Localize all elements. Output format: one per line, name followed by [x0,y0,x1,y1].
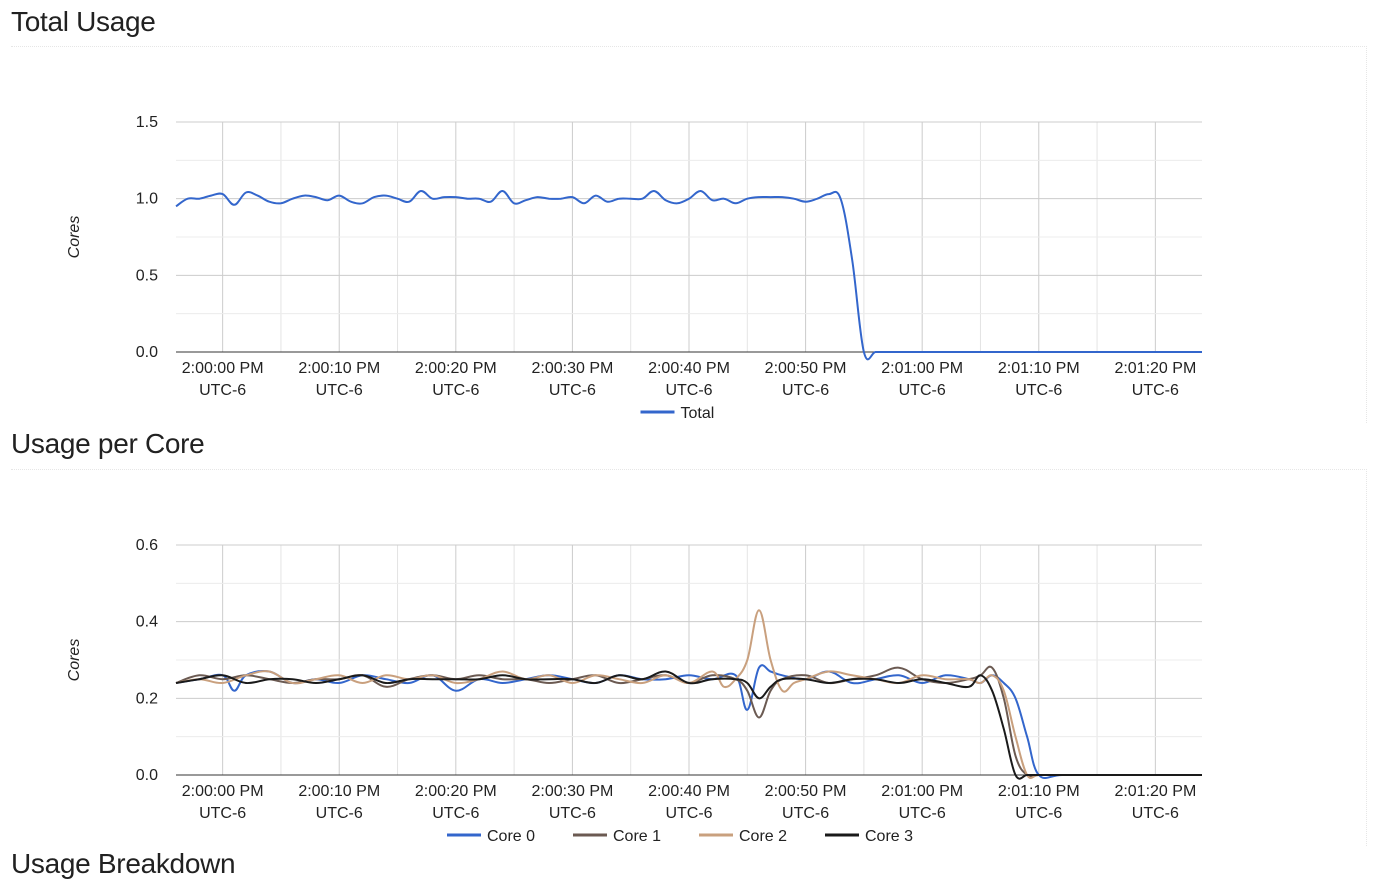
x-tick-sublabel: UTC-6 [1132,805,1179,822]
x-tick-sublabel: UTC-6 [665,805,712,822]
x-tick-label: 2:00:30 PM [531,783,613,800]
x-tick-sublabel: UTC-6 [316,805,363,822]
total-usage-chart: 0.0 0.5 1.0 1.5 Cores 2:00:00 PM UTC-6 2:00:10 … [11,46,1367,423]
legend-label: Core 3 [865,828,913,845]
x-tick-sublabel: UTC-6 [549,805,596,822]
x-tick-sublabel: UTC-6 [1015,382,1062,399]
series-line-core-3 [175,670,1202,780]
x-tick-label: 2:00:50 PM [765,360,847,377]
x-tick-label: 2:00:40 PM [648,783,730,800]
usage-per-core-chart: 0.0 0.2 0.4 0.6 Cores 2:00:00 PM UTC-6 2:00:10 … [11,469,1367,846]
x-tick-sublabel: UTC-6 [432,382,479,399]
y-axis-label: Cores [66,639,83,682]
legend-label: Core 1 [613,828,661,845]
y-tick-label: 0.5 [136,267,158,284]
y-tick-label: 0.6 [136,537,158,554]
y-tick-label: 1.0 [136,191,158,208]
x-tick-sublabel: UTC-6 [1015,805,1062,822]
x-tick-label: 2:00:00 PM [182,360,264,377]
x-tick-sublabel: UTC-6 [199,805,246,822]
legend-label: Total [681,405,715,422]
y-tick-label: 0.0 [136,767,158,784]
x-tick-sublabel: UTC-6 [899,382,946,399]
y-tick-label: 0.4 [136,614,158,631]
usage-per-core-title: Usage per Core [11,428,205,459]
series-line-total [175,190,1202,361]
x-tick-label: 2:01:20 PM [1114,360,1196,377]
total-usage-svg: 0.0 0.5 1.0 1.5 Cores 2:00:00 PM UTC-6 2:00:10 … [66,114,1202,422]
x-tick-label: 2:00:50 PM [765,783,847,800]
x-tick-label: 2:00:00 PM [182,783,264,800]
x-tick-label: 2:01:20 PM [1114,783,1196,800]
x-tick-sublabel: UTC-6 [549,382,596,399]
x-tick-label: 2:01:00 PM [881,360,963,377]
x-tick-label: 2:00:40 PM [648,360,730,377]
x-tick-sublabel: UTC-6 [665,382,712,399]
y-tick-label: 1.5 [136,114,158,131]
total-usage-title: Total Usage [11,6,156,37]
x-tick-label: 2:01:10 PM [998,783,1080,800]
x-tick-sublabel: UTC-6 [199,382,246,399]
usage-breakdown-title: Usage Breakdown [11,848,236,879]
y-tick-label: 0.2 [136,690,158,707]
x-tick-label: 2:01:10 PM [998,360,1080,377]
x-tick-label: 2:00:10 PM [298,360,380,377]
usage-per-core-svg: 0.0 0.2 0.4 0.6 Cores 2:00:00 PM UTC-6 2:00:10 … [66,537,1202,845]
legend-label: Core 0 [487,828,535,845]
x-tick-sublabel: UTC-6 [782,805,829,822]
series-line-core-2 [175,609,1202,780]
x-tick-sublabel: UTC-6 [782,382,829,399]
x-tick-label: 2:00:30 PM [531,360,613,377]
y-tick-label: 0.0 [136,344,158,361]
x-tick-label: 2:00:20 PM [415,360,497,377]
x-tick-sublabel: UTC-6 [432,805,479,822]
x-tick-label: 2:00:20 PM [415,783,497,800]
x-tick-label: 2:01:00 PM [881,783,963,800]
x-tick-sublabel: UTC-6 [899,805,946,822]
x-tick-label: 2:00:10 PM [298,783,380,800]
y-axis-label: Cores [66,216,83,259]
legend-label: Core 2 [739,828,787,845]
x-tick-sublabel: UTC-6 [1132,382,1179,399]
x-tick-sublabel: UTC-6 [316,382,363,399]
